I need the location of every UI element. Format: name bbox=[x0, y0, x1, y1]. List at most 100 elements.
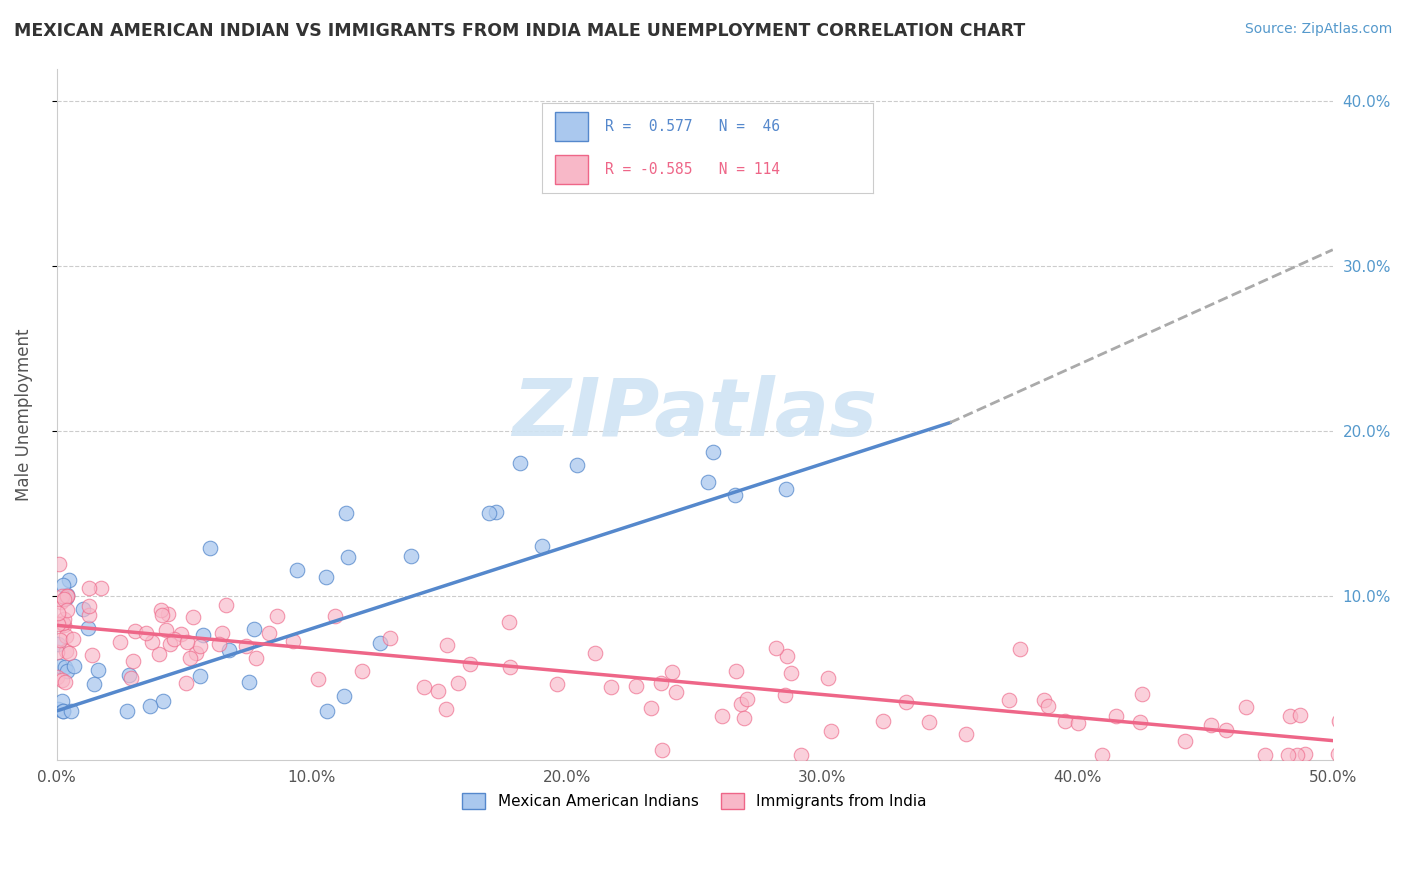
Point bbox=[790, 748, 813, 763]
Point bbox=[188, 669, 211, 683]
Point bbox=[59, 704, 82, 718]
Point bbox=[1215, 723, 1237, 738]
Point bbox=[53, 618, 76, 632]
Point bbox=[955, 727, 977, 741]
Text: MEXICAN AMERICAN INDIAN VS IMMIGRANTS FROM INDIA MALE UNEMPLOYMENT CORRELATION C: MEXICAN AMERICAN INDIAN VS IMMIGRANTS FR… bbox=[14, 22, 1025, 40]
Point bbox=[55, 588, 77, 602]
Point bbox=[1199, 718, 1222, 732]
Point bbox=[730, 698, 752, 712]
Point bbox=[530, 539, 553, 553]
Point bbox=[198, 541, 221, 555]
Point bbox=[1067, 716, 1090, 731]
Point bbox=[149, 602, 172, 616]
Point bbox=[484, 505, 506, 519]
Point bbox=[1105, 709, 1128, 723]
Y-axis label: Male Unemployment: Male Unemployment bbox=[15, 328, 32, 500]
Point bbox=[1036, 698, 1059, 713]
Point bbox=[458, 657, 481, 672]
Point bbox=[283, 634, 305, 648]
Point bbox=[77, 599, 100, 614]
Point bbox=[51, 594, 73, 608]
Point bbox=[56, 665, 79, 679]
Point bbox=[1130, 687, 1153, 701]
Point bbox=[117, 704, 139, 718]
Point bbox=[155, 623, 177, 637]
Point bbox=[1288, 708, 1310, 723]
Point bbox=[51, 673, 73, 687]
Text: ZIPatlas: ZIPatlas bbox=[512, 376, 877, 453]
Point bbox=[62, 658, 84, 673]
Point bbox=[1054, 714, 1077, 728]
Point bbox=[163, 632, 186, 647]
Point bbox=[48, 557, 70, 571]
Point bbox=[509, 457, 531, 471]
Point bbox=[58, 573, 80, 587]
Point bbox=[626, 679, 648, 693]
Point bbox=[179, 650, 201, 665]
Point bbox=[413, 680, 436, 694]
Point bbox=[266, 609, 288, 624]
Point bbox=[152, 694, 174, 708]
Point bbox=[724, 664, 747, 678]
Point bbox=[170, 627, 193, 641]
Point bbox=[51, 616, 73, 631]
Point bbox=[56, 603, 79, 617]
Point bbox=[76, 622, 98, 636]
Point bbox=[775, 482, 797, 496]
Point bbox=[58, 646, 80, 660]
Point bbox=[243, 623, 266, 637]
Point bbox=[52, 578, 75, 592]
Point bbox=[370, 636, 392, 650]
Point bbox=[51, 589, 73, 603]
Point bbox=[193, 628, 215, 642]
Point bbox=[380, 631, 402, 645]
Point bbox=[1286, 748, 1309, 763]
Point bbox=[245, 651, 267, 665]
Point bbox=[46, 606, 69, 620]
Point bbox=[184, 646, 207, 660]
Point bbox=[872, 714, 894, 728]
Point bbox=[80, 648, 103, 662]
Legend: Mexican American Indians, Immigrants from India: Mexican American Indians, Immigrants fro… bbox=[457, 787, 934, 815]
Point bbox=[1329, 714, 1351, 729]
Point bbox=[176, 676, 198, 690]
Point bbox=[46, 702, 69, 716]
Point bbox=[55, 644, 77, 658]
Point bbox=[733, 711, 755, 725]
Point bbox=[765, 640, 787, 655]
Point bbox=[724, 488, 747, 502]
Point bbox=[118, 668, 141, 682]
Point bbox=[108, 635, 131, 649]
Point bbox=[56, 589, 79, 603]
Point bbox=[46, 645, 69, 659]
Point bbox=[176, 635, 198, 649]
Point bbox=[52, 704, 75, 718]
Point bbox=[48, 633, 70, 648]
Point bbox=[1010, 642, 1032, 657]
Point bbox=[600, 680, 623, 694]
Point bbox=[333, 689, 356, 703]
Point bbox=[478, 506, 501, 520]
Text: Source: ZipAtlas.com: Source: ZipAtlas.com bbox=[1244, 22, 1392, 37]
Point bbox=[1129, 715, 1152, 730]
Point bbox=[51, 694, 73, 708]
Point bbox=[565, 458, 588, 473]
Point bbox=[661, 665, 683, 679]
Point bbox=[45, 670, 67, 684]
Point bbox=[77, 581, 100, 595]
Point bbox=[46, 617, 69, 632]
Point bbox=[55, 591, 77, 605]
Point bbox=[399, 549, 422, 563]
Point bbox=[150, 607, 173, 622]
Point bbox=[287, 563, 309, 577]
Point bbox=[141, 635, 163, 649]
Point bbox=[710, 708, 733, 723]
Point bbox=[697, 475, 720, 489]
Point bbox=[998, 693, 1021, 707]
Point bbox=[53, 591, 76, 606]
Point bbox=[55, 629, 77, 643]
Point bbox=[53, 660, 76, 674]
Point bbox=[190, 640, 212, 654]
Point bbox=[780, 666, 803, 681]
Point bbox=[650, 676, 672, 690]
